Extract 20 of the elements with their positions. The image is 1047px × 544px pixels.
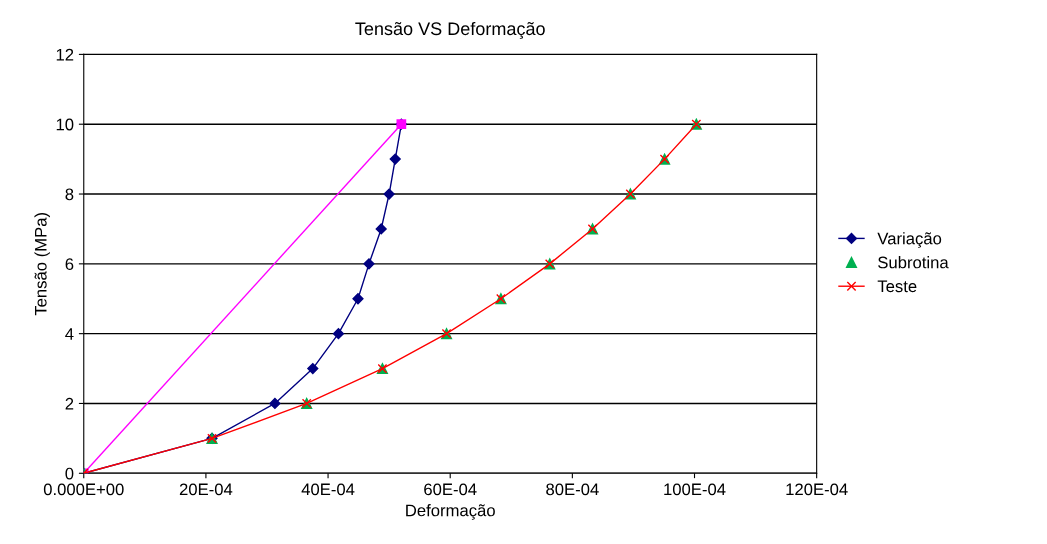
chart-title: Tensão VS Deformação: [355, 21, 545, 39]
x-tick-label: 60E-04: [424, 483, 477, 496]
legend-label: Variação: [877, 232, 942, 248]
y-tick-label: 12: [56, 48, 74, 61]
legend-label: Teste: [877, 280, 917, 293]
y-tick-label: 0: [65, 467, 74, 480]
x-tick-label: 20E-04: [179, 483, 233, 496]
x-tick-label: 100E-04: [664, 483, 726, 496]
y-tick-label: 4: [65, 328, 74, 340]
x-tick-label: 0.000E+00: [43, 483, 124, 496]
x-tick-label: 80E-04: [546, 483, 599, 496]
x-tick-label: 120E-04: [786, 483, 848, 496]
x-axis-title: Deformação: [406, 504, 495, 520]
y-tick-label: 8: [65, 188, 74, 201]
y-tick-label: 10: [56, 118, 74, 131]
y-axis-title: Tensão (MPa): [34, 213, 50, 316]
legend-label: Subrotina: [878, 256, 949, 269]
x-tick-label: 40E-04: [301, 483, 355, 496]
y-tick-label: 2: [65, 397, 74, 410]
y-tick-label: 6: [65, 258, 74, 271]
